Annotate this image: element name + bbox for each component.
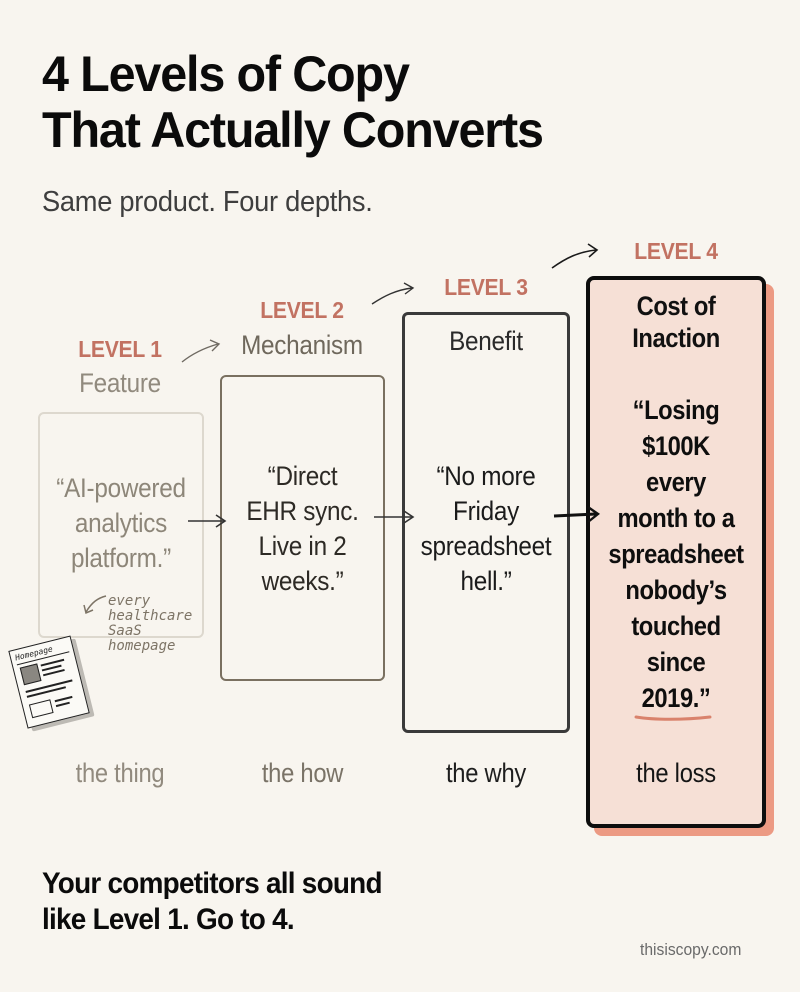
level-2-card [220, 375, 385, 681]
quote-line: “AI-powered [56, 473, 186, 503]
quote-line: Live in 2 [258, 531, 347, 561]
quote-line: every [646, 467, 706, 497]
arrow-icon [181, 339, 221, 363]
level-2-caption: the how [261, 758, 344, 788]
arrow-right-icon [553, 506, 601, 523]
level-1-caption: the thing [75, 758, 165, 788]
level-4-name: Cost of Inaction [597, 290, 755, 354]
level-2-label: LEVEL 2 [260, 297, 344, 323]
level-1-name: Feature [79, 368, 161, 398]
level-4-name-line: Inaction [632, 323, 720, 353]
annotation-line: SaaS [108, 623, 142, 639]
level-2-quote: “Direct EHR sync. Live in 2 weeks.” [228, 459, 377, 599]
quote-line: “Losing [632, 395, 720, 425]
page-subtitle: Same product. Four depths. [42, 186, 373, 218]
quote-line: analytics [74, 508, 168, 538]
title-line-1: 4 Levels of Copy [42, 46, 410, 102]
quote-line: Friday [453, 496, 519, 526]
level-3-card [402, 312, 570, 733]
annotation-line: homepage [108, 638, 176, 654]
quote-line: 2019.” [641, 683, 711, 713]
level-1-annotation: every healthcare SaaS homepage [108, 594, 192, 654]
arrow-icon [371, 282, 415, 305]
homepage-doc-icon: Homepage [8, 632, 107, 739]
arrow-right-icon [374, 510, 415, 524]
page-title: 4 Levels of Copy That Actually Converts [42, 46, 544, 158]
level-3-label: LEVEL 3 [444, 274, 528, 300]
level-4-quote: “Losing $100K every month to a spreadshe… [597, 392, 755, 716]
quote-line: EHR sync. [246, 496, 359, 526]
quote-line: spreadsheet [420, 531, 552, 561]
quote-line: month to a [617, 503, 735, 533]
curved-arrow-icon [83, 595, 107, 615]
quote-line: weeks.” [261, 566, 344, 596]
level-3-caption: the why [445, 758, 527, 788]
credit-link[interactable]: thisiscopy.com [640, 940, 742, 959]
level-1-card [38, 412, 204, 638]
footer-line-1: Your competitors all sound [42, 867, 383, 900]
annotation-line: healthcare [108, 608, 193, 624]
arrow-right-icon [188, 514, 227, 528]
quote-line: “No more [436, 461, 536, 491]
footer-tagline: Your competitors all sound like Level 1.… [42, 866, 383, 938]
quote-line: hell.” [460, 566, 512, 596]
quote-line: $100K [642, 431, 710, 461]
level-4-name-line: Cost of [636, 291, 716, 321]
annotation-line: every [108, 593, 151, 609]
level-1-label: LEVEL 1 [78, 336, 162, 362]
footer-line-2: like Level 1. Go to 4. [42, 903, 295, 936]
quote-line: platform.” [71, 543, 171, 573]
level-3-quote: “No more Friday spreadsheet hell.” [410, 459, 561, 599]
quote-line: “Direct [267, 461, 338, 491]
quote-line: since [646, 647, 706, 677]
arrow-icon [551, 243, 599, 269]
quote-line: spreadsheet [608, 539, 744, 569]
quote-line: nobody’s [625, 575, 727, 605]
level-4-label: LEVEL 4 [634, 238, 718, 264]
level-3-name: Benefit [449, 326, 523, 356]
underline-squiggle [634, 715, 712, 721]
quote-line: touched [631, 611, 721, 641]
level-2-name: Mechanism [241, 330, 363, 360]
level-1-quote: “AI-powered analytics platform.” [46, 471, 195, 576]
title-line-2: That Actually Converts [42, 102, 544, 158]
level-4-card [586, 276, 766, 828]
level-4-caption: the loss [636, 758, 716, 788]
